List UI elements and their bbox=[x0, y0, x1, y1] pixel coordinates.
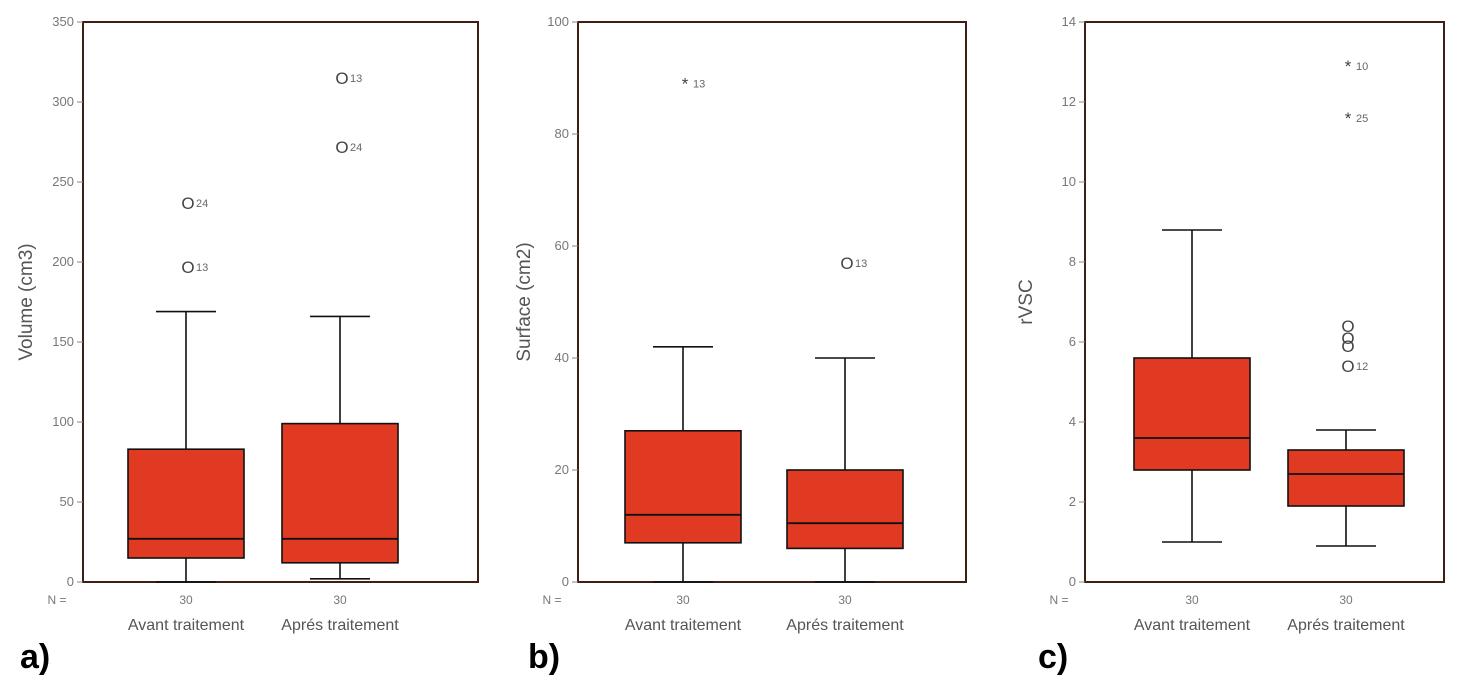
chart-0-box-0-n-count: 30 bbox=[179, 593, 193, 607]
chart-2-ytick-label-5: 10 bbox=[1062, 174, 1076, 189]
chart-1-box-1-outlier-label-0: 13 bbox=[855, 258, 867, 270]
chart-1-ytick-label-4: 80 bbox=[555, 126, 569, 141]
chart-0-ytick-label-2: 100 bbox=[52, 414, 74, 429]
chart-1-box-1-iqr-box bbox=[786, 469, 904, 550]
chart-0-box-0-iqr-box bbox=[127, 448, 245, 559]
chart-2-ytick-label-3: 6 bbox=[1069, 334, 1076, 349]
chart-1-box-0-outlier-0: * bbox=[682, 75, 689, 94]
chart-0-box-1-iqr-box bbox=[281, 422, 399, 564]
chart-2-box-1-outlier-5: O bbox=[1341, 357, 1354, 376]
chart-2-panel-letter: c) bbox=[1038, 638, 1068, 676]
chart-1-panel-letter: b) bbox=[528, 638, 560, 676]
chart-1-ytick-label-0: 0 bbox=[562, 574, 569, 589]
chart-0-ytick-label-0: 0 bbox=[67, 574, 74, 589]
chart-1-box-1-category-label: Aprés traitement bbox=[786, 617, 904, 634]
chart-0-box-0-outlier-1: O bbox=[181, 258, 194, 277]
chart-1-box-1-n-count: 30 bbox=[838, 593, 852, 607]
chart-1-ytick-label-5: 100 bbox=[547, 14, 569, 29]
chart-1-box-0-iqr-box bbox=[624, 429, 742, 544]
chart-2-box-1-outlier-4: O bbox=[1341, 337, 1354, 356]
chart-0-box-1-n-count: 30 bbox=[333, 593, 347, 607]
chart-0-box-0-category-label: Avant traitement bbox=[128, 617, 245, 634]
chart-1-ytick-label-1: 20 bbox=[555, 462, 569, 477]
chart-0-panel-letter: a) bbox=[20, 638, 50, 676]
chart-1-box-0-n-count: 30 bbox=[676, 593, 690, 607]
chart-0-plot-frame bbox=[82, 21, 479, 583]
chart-2-box-0-n-count: 30 bbox=[1185, 593, 1199, 607]
chart-2-box-1-iqr-box bbox=[1287, 449, 1405, 507]
chart-0-ytick-label-4: 200 bbox=[52, 254, 74, 269]
chart-0-ytick-label-3: 150 bbox=[52, 334, 74, 349]
chart-0-ytick-label-7: 350 bbox=[52, 14, 74, 29]
chart-2-box-1-outlier-label-1: 25 bbox=[1356, 113, 1368, 125]
chart-0-ytick-label-5: 250 bbox=[52, 174, 74, 189]
chart-2-ytick-label-4: 8 bbox=[1069, 254, 1076, 269]
chart-1-y-axis-label: Surface (cm2) bbox=[514, 242, 535, 361]
chart-2-box-0-iqr-box bbox=[1133, 357, 1251, 471]
chart-2-box-1-category-label: Aprés traitement bbox=[1287, 617, 1405, 634]
chart-2-ytick-label-7: 14 bbox=[1062, 14, 1076, 29]
chart-2-box-1-outlier-1: * bbox=[1345, 109, 1352, 128]
chart-2-ytick-label-6: 12 bbox=[1062, 94, 1076, 109]
chart-2-box-0-category-label: Avant traitement bbox=[1134, 617, 1251, 634]
chart-2-box-1-outlier-3: O bbox=[1341, 329, 1354, 348]
chart-0-box-1-outlier-1: O bbox=[335, 138, 348, 157]
chart-0-n-label: N = bbox=[47, 593, 66, 607]
chart-2-ytick-label-2: 4 bbox=[1069, 414, 1076, 429]
chart-0-box-0-outlier-label-0: 24 bbox=[196, 198, 208, 210]
chart-2-box-1-outlier-2: O bbox=[1341, 317, 1354, 336]
chart-2-box-1-n-count: 30 bbox=[1339, 593, 1353, 607]
chart-2-ytick-label-0: 0 bbox=[1069, 574, 1076, 589]
chart-2-box-1-outlier-0: * bbox=[1345, 57, 1352, 76]
chart-2-y-axis-label: rVSC bbox=[1016, 279, 1037, 324]
chart-1-ytick-label-2: 40 bbox=[555, 350, 569, 365]
chart-0-box-0-outlier-0: O bbox=[181, 194, 194, 213]
chart-2-n-label: N = bbox=[1049, 593, 1068, 607]
chart-2-box-1-outlier-label-5: 12 bbox=[1356, 361, 1368, 373]
chart-0-box-1-outlier-label-1: 24 bbox=[350, 142, 362, 154]
chart-2-ytick-label-1: 2 bbox=[1069, 494, 1076, 509]
chart-1-ytick-label-3: 60 bbox=[555, 238, 569, 253]
chart-0-box-1-category-label: Aprés traitement bbox=[281, 617, 399, 634]
chart-0-ytick-label-1: 50 bbox=[60, 494, 74, 509]
chart-0-box-1-outlier-0: O bbox=[335, 69, 348, 88]
chart-0-box-1-outlier-label-0: 13 bbox=[350, 73, 362, 85]
chart-2-box-1-outlier-label-0: 10 bbox=[1356, 61, 1368, 73]
chart-2-plot-frame bbox=[1084, 21, 1445, 583]
chart-0-box-0-outlier-label-1: 13 bbox=[196, 262, 208, 274]
chart-1-box-1-outlier-0: O bbox=[840, 254, 853, 273]
chart-0-y-axis-label: Volume (cm3) bbox=[16, 243, 37, 360]
chart-1-n-label: N = bbox=[542, 593, 561, 607]
chart-1-box-0-outlier-label-0: 13 bbox=[693, 79, 705, 91]
chart-1-box-0-category-label: Avant traitement bbox=[625, 617, 742, 634]
chart-1-plot-frame bbox=[577, 21, 967, 583]
chart-0-ytick-label-6: 300 bbox=[52, 94, 74, 109]
